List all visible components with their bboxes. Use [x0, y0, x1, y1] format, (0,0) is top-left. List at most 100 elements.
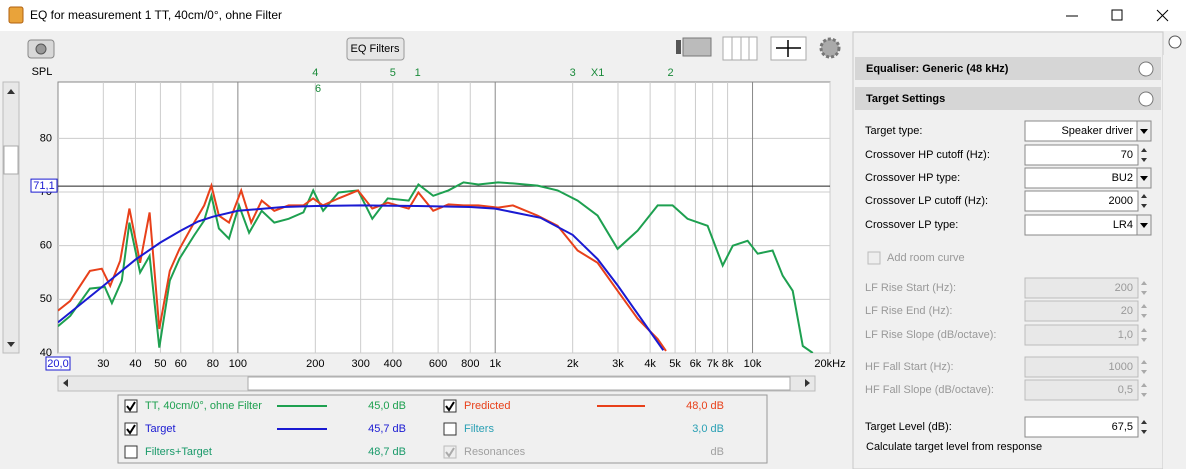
checkbox[interactable] — [443, 422, 457, 436]
x-tick-label: 5k — [669, 358, 681, 370]
field-label: Target Level (dB): — [865, 421, 952, 433]
x-tick-label: 3k — [612, 358, 624, 370]
x-tick-label: 60 — [175, 358, 187, 370]
y-tick-label: 60 — [40, 240, 52, 252]
legend-name: TT, 40cm/0°, ohne Filter — [145, 400, 262, 412]
calculate-link[interactable]: Calculate target level from response — [866, 441, 1042, 453]
spin-field — [1024, 277, 1139, 299]
x-tick-label: 2k — [567, 358, 579, 370]
spin-field — [1024, 356, 1139, 378]
x-tick-label: 20kHz — [814, 358, 845, 370]
spin-field — [1024, 324, 1139, 346]
x-tick-label: 8k — [722, 358, 734, 370]
window-title: EQ for measurement 1 TT, 40cm/0°, ohne F… — [30, 8, 282, 22]
spin-field[interactable] — [1024, 144, 1139, 166]
x-tick-label: 80 — [207, 358, 219, 370]
dropdown-arrow — [1140, 129, 1148, 134]
section-toggle[interactable] — [1138, 61, 1154, 77]
field-label: HF Fall Slope (dB/octave): — [865, 384, 994, 396]
layout-button[interactable] — [676, 37, 712, 57]
spin-field — [1024, 379, 1139, 401]
filter-marker: 5 — [390, 67, 396, 79]
close-button[interactable] — [1156, 9, 1169, 22]
legend-value: 45,0 dB — [368, 400, 406, 412]
section-title: Target Settings — [866, 93, 945, 105]
cursor-x-label: 20,0 — [47, 358, 68, 370]
cursor-box — [30, 178, 58, 193]
spinner[interactable] — [1141, 420, 1147, 434]
legend-name: Predicted — [464, 400, 510, 412]
field-value: 1,0 — [1118, 329, 1133, 341]
field-value: 20 — [1121, 305, 1133, 317]
field-value: Speaker driver — [1061, 125, 1133, 137]
series-line — [58, 181, 814, 353]
x-tick-label: 7k — [707, 358, 719, 370]
settings-button[interactable] — [819, 37, 841, 59]
spinner — [1141, 383, 1147, 397]
legend-value: dB — [711, 446, 724, 458]
maximize-button[interactable] — [1111, 9, 1123, 21]
field-label: Crossover HP type: — [865, 172, 960, 184]
x-tick-label: 200 — [306, 358, 324, 370]
spinner[interactable] — [1141, 148, 1147, 162]
spin-field[interactable] — [1024, 190, 1139, 212]
cursor-box — [45, 356, 71, 371]
filter-marker: 1 — [415, 67, 421, 79]
h-scrollbar[interactable] — [57, 375, 816, 392]
section-header[interactable] — [855, 57, 1161, 80]
field-label: Crossover LP cutoff (Hz): — [865, 195, 988, 207]
section-header[interactable] — [855, 87, 1161, 110]
eq-filters-button[interactable]: EQ Filters — [346, 37, 405, 61]
filter-marker: 2 — [667, 67, 673, 79]
field-value: BU2 — [1112, 172, 1133, 184]
x-tick-label: 4k — [644, 358, 656, 370]
check-mark — [126, 401, 136, 412]
spinner[interactable] — [1141, 194, 1147, 208]
field-label: Crossover LP type: — [865, 219, 958, 231]
legend-name: Filters+Target — [145, 446, 212, 458]
checkbox[interactable] — [124, 445, 138, 459]
x-tick-label: 300 — [351, 358, 369, 370]
legend-name: Target — [145, 423, 176, 435]
title-bar — [0, 0, 1186, 31]
plot-area — [57, 81, 831, 354]
x-tick-label: 10k — [744, 358, 762, 370]
field-label: Crossover HP cutoff (Hz): — [865, 149, 990, 161]
field-value: 70 — [1121, 149, 1133, 161]
zoom-button[interactable] — [770, 36, 807, 61]
field-label: LF Rise Start (Hz): — [865, 282, 956, 294]
spin-field[interactable] — [1024, 416, 1139, 438]
field-value: 0,5 — [1118, 384, 1133, 396]
y-tick-label: 50 — [40, 293, 52, 305]
check-mark — [126, 424, 136, 435]
spinner — [1141, 328, 1147, 342]
section-title: Equaliser: Generic (48 kHz) — [866, 63, 1009, 75]
spinner — [1141, 360, 1147, 374]
spinner — [1141, 304, 1147, 318]
checkbox-label: Add room curve — [887, 252, 965, 264]
field-value: 200 — [1115, 282, 1133, 294]
spin-field — [1024, 300, 1139, 322]
field-label: LF Rise End (Hz): — [865, 305, 952, 317]
filter-marker: 4 — [312, 67, 318, 79]
collapse-button[interactable] — [1168, 35, 1182, 49]
spinner — [1141, 281, 1147, 295]
field-value: 2000 — [1109, 195, 1133, 207]
x-tick-label: 6k — [690, 358, 702, 370]
section-toggle[interactable] — [1138, 91, 1154, 107]
x-tick-label: 50 — [154, 358, 166, 370]
check-mark — [445, 401, 455, 412]
v-scrollbar[interactable] — [2, 81, 20, 354]
field-value: 67,5 — [1112, 421, 1133, 433]
checkbox — [867, 251, 881, 265]
columns-button[interactable] — [722, 36, 758, 61]
legend-value: 48,7 dB — [368, 446, 406, 458]
check-mark — [445, 447, 455, 458]
x-tick-label: 600 — [429, 358, 447, 370]
x-tick-label: 400 — [384, 358, 402, 370]
app-icon — [8, 6, 24, 24]
x-tick-label: 1k — [489, 358, 501, 370]
camera-button[interactable] — [27, 39, 55, 59]
legend-panel — [117, 394, 768, 464]
